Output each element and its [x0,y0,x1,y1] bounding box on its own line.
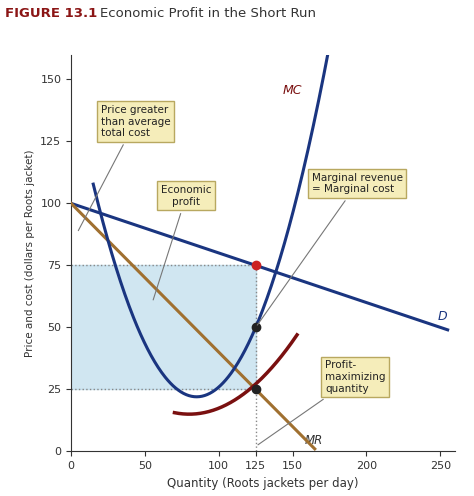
Text: MC: MC [283,84,302,97]
Text: FIGURE 13.1: FIGURE 13.1 [5,7,97,20]
Y-axis label: Price and cost (dollars per Roots jacket): Price and cost (dollars per Roots jacket… [25,149,35,357]
Text: D: D [438,310,447,322]
Text: Marginal revenue
= Marginal cost: Marginal revenue = Marginal cost [257,173,403,325]
X-axis label: Quantity (Roots jackets per day): Quantity (Roots jackets per day) [167,477,359,490]
Text: Economic Profit in the Short Run: Economic Profit in the Short Run [100,7,316,20]
Text: Price greater
than average
total cost: Price greater than average total cost [78,105,170,231]
Text: Profit-
maximizing
quantity: Profit- maximizing quantity [258,361,385,445]
Text: Economic
profit: Economic profit [153,185,211,300]
Text: MR: MR [304,434,323,446]
